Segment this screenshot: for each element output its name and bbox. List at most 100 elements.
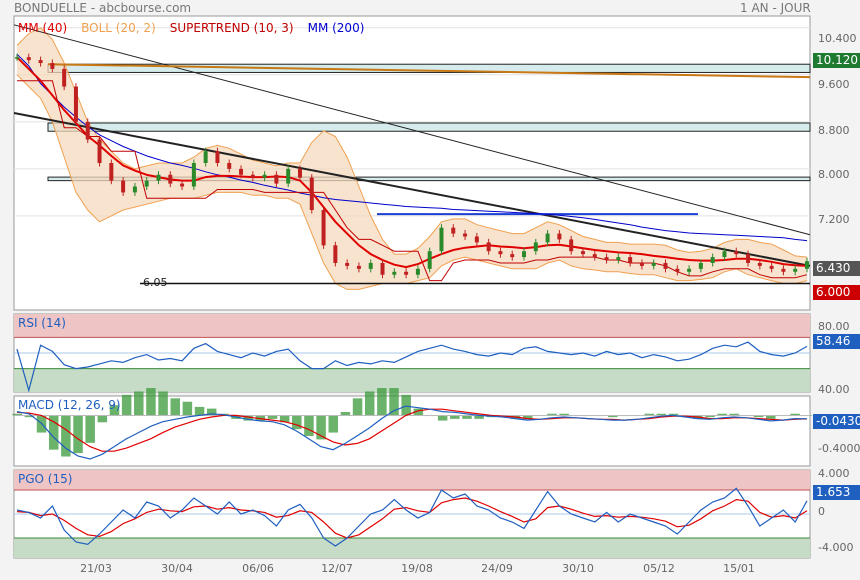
macd-ytick: -0.4000 — [818, 442, 860, 455]
price-tag-high: 10.120 — [813, 53, 860, 68]
mm200-line — [16, 53, 808, 242]
chart-period[interactable]: 1 AN - JOUR — [740, 1, 811, 15]
macd-hist-bar-13 — [170, 398, 180, 416]
candle-body-6 — [85, 121, 90, 140]
price-ytick-7200: 7.200 — [818, 213, 850, 226]
rsi-ytick-40: 40.00 — [818, 383, 850, 396]
candle-body-67 — [805, 261, 809, 269]
macd-hist-bar-29 — [364, 391, 375, 416]
xtick-7: 05/12 — [643, 562, 675, 575]
candle-body-17 — [215, 151, 220, 163]
candle-body-22 — [274, 174, 279, 184]
rsi-oversold-zone — [14, 368, 810, 392]
macd-hist-bar-33 — [413, 408, 424, 416]
candle-body-40 — [486, 242, 491, 252]
xtick-0: 21/03 — [80, 562, 112, 575]
macd-hist-bar-22 — [279, 415, 290, 423]
macd-hist-bar-0 — [12, 413, 22, 416]
candle-body-63 — [757, 262, 762, 266]
macd-hist-bar-28 — [352, 398, 363, 416]
candle-body-52 — [628, 257, 633, 263]
pgo-upper-zone — [14, 470, 810, 490]
candle-body-66 — [793, 268, 798, 272]
candle-body-26 — [321, 210, 326, 246]
price-legend: MM (40) BOLL (20, 2) SUPERTREND (10, 3) MM … — [18, 21, 378, 35]
macd-hist-bar-1 — [24, 415, 35, 418]
pgo-ytick-0: 0 — [818, 505, 825, 518]
xtick-2: 06/06 — [242, 562, 274, 575]
chart-title: BONDUELLE - abcbourse.com — [14, 1, 192, 15]
candle-body-56 — [675, 268, 680, 272]
candle-body-3 — [50, 63, 55, 69]
rsi-ytick-80: 80.00 — [818, 320, 850, 333]
macd-hist-bar-59 — [729, 413, 740, 416]
candle-body-33 — [404, 271, 409, 275]
candle-body-31 — [380, 262, 385, 275]
candle-body-44 — [533, 242, 538, 252]
legend-mm200: MM (200) — [307, 21, 365, 35]
macd-hist-bar-35 — [437, 415, 448, 421]
candle-body-34 — [415, 268, 420, 275]
candle-body-50 — [604, 257, 609, 261]
macd-hist-bar-38 — [474, 415, 484, 419]
xtick-5: 24/09 — [481, 562, 513, 575]
trendline-lower — [13, 112, 811, 267]
macd-hist-bar-62 — [766, 415, 776, 419]
candle-body-54 — [651, 262, 656, 266]
candle-body-61 — [734, 251, 739, 255]
macd-hist-bar-12 — [158, 391, 168, 416]
candle-body-41 — [498, 251, 503, 255]
macd-hist-bar-32 — [401, 394, 411, 416]
macd-hist-bar-5 — [73, 415, 83, 454]
candle-body-13 — [168, 174, 173, 184]
macd-hist-bar-27 — [340, 412, 351, 416]
candle-body-49 — [592, 254, 597, 258]
macd-hist-bar-8 — [109, 405, 120, 416]
candle-body-42 — [510, 254, 515, 258]
macd-hist-bar-57 — [705, 415, 715, 418]
bollinger-band-area — [17, 27, 807, 290]
candle-body-47 — [569, 239, 574, 252]
price-tag-low: 6.000 — [813, 285, 860, 300]
candle-body-9 — [121, 180, 126, 193]
macd-hist-bar-7 — [97, 415, 108, 423]
candle-body-58 — [698, 262, 703, 269]
candle-body-65 — [781, 268, 786, 272]
macd-line — [16, 405, 808, 460]
xtick-6: 30/10 — [562, 562, 594, 575]
macd-hist-bar-20 — [255, 415, 266, 421]
macd-hist-bar-23 — [292, 415, 302, 430]
candle-body-18 — [227, 163, 232, 169]
macd-hist-bar-21 — [267, 415, 278, 419]
macd-hist-bar-52 — [644, 413, 654, 416]
candle-body-36 — [439, 227, 444, 252]
candle-body-48 — [580, 251, 585, 255]
candle-body-30 — [368, 262, 373, 269]
candle-body-64 — [769, 265, 774, 269]
macd-hist-bar-3 — [48, 415, 59, 450]
macd-hist-bar-10 — [134, 391, 144, 416]
pgo-lower-zone — [14, 538, 810, 558]
macd-hist-bar-19 — [243, 415, 253, 421]
resistance-zone-1 — [47, 122, 811, 132]
candle-body-5 — [73, 86, 78, 122]
macd-hist-bar-58 — [717, 413, 727, 416]
macd-legend: MACD (12, 26, 9) — [18, 398, 121, 412]
candle-body-43 — [522, 251, 527, 258]
candle-body-25 — [309, 177, 314, 211]
macd-hist-bar-9 — [121, 394, 132, 416]
macd-hist-bar-31 — [389, 388, 399, 416]
macd-hist-bar-6 — [85, 415, 95, 443]
candle-body-24 — [297, 168, 302, 178]
candle-body-37 — [451, 227, 456, 234]
macd-tag-last: -0.0430 — [813, 414, 860, 429]
candle-body-2 — [38, 60, 43, 64]
macd-hist-bar-15 — [194, 406, 205, 416]
candle-body-4 — [62, 68, 67, 87]
price-tag-last: 6.430 — [813, 261, 860, 276]
xtick-3: 12/07 — [321, 562, 353, 575]
macd-hist-bar-30 — [377, 388, 387, 416]
candle-body-15 — [191, 163, 196, 187]
macd-hist-bar-26 — [328, 415, 338, 433]
